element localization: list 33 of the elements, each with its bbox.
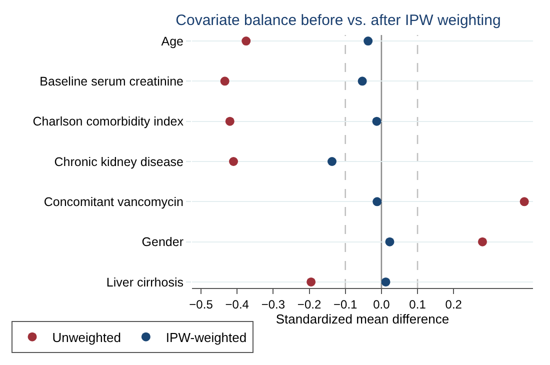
point xyxy=(372,116,382,126)
point xyxy=(385,237,394,246)
x-tick-label: 0.2 xyxy=(445,297,462,312)
y-tick-label: Chronic kidney disease xyxy=(54,154,184,169)
x-axis-title: Standardized mean difference xyxy=(276,311,450,326)
point xyxy=(306,277,316,286)
x-tick-label: −0.5 xyxy=(189,297,214,312)
x-tick-label: −0.2 xyxy=(297,297,322,312)
y-tick-label: Baseline serum creatinine xyxy=(40,74,184,89)
x-tick-label: 0.1 xyxy=(409,297,426,312)
chart-title: Covariate balance before vs. after IPW weighting xyxy=(176,12,501,30)
point xyxy=(229,157,238,166)
point xyxy=(381,277,390,286)
point xyxy=(364,36,373,46)
point xyxy=(478,237,487,246)
y-tick-label: Gender xyxy=(142,235,184,250)
point xyxy=(225,116,234,126)
y-tick-label: Liver cirrhosis xyxy=(106,275,184,290)
x-tick-label: −0.1 xyxy=(334,297,358,312)
x-tick-label: 0.0 xyxy=(373,297,390,312)
y-tick-label: Age xyxy=(161,34,184,48)
legend-label: Unweighted xyxy=(52,330,121,345)
point xyxy=(220,76,230,86)
point xyxy=(242,36,251,46)
point xyxy=(358,76,367,86)
point xyxy=(372,197,382,206)
x-tick-label: −0.3 xyxy=(261,297,286,312)
y-tick-label: Charlson comorbidity index xyxy=(32,114,184,129)
y-tick-label: Concomitant vancomycin xyxy=(44,195,184,210)
point xyxy=(520,197,529,206)
point xyxy=(328,157,337,166)
legend-label: IPW-weighted xyxy=(166,330,247,345)
x-tick-label: −0.4 xyxy=(225,297,250,312)
